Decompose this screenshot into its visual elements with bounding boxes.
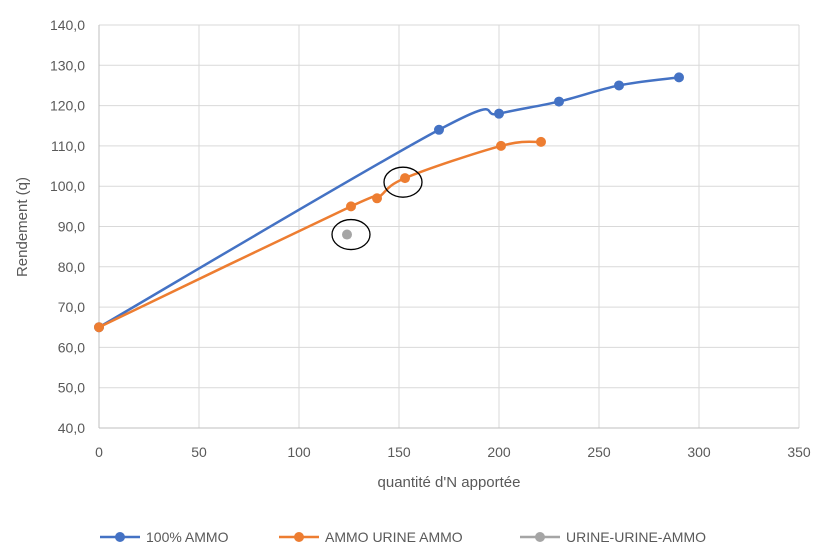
data-point [372,193,382,204]
data-point [342,229,352,240]
x-axis-title: quantité d'N apportée [378,474,521,491]
data-point [536,136,546,147]
y-tick-label: 130,0 [50,57,85,73]
legend-label: URINE-URINE-AMMO [566,529,706,545]
x-tick-label: 50 [191,444,207,460]
data-point [346,201,356,212]
y-tick-label: 40,0 [58,420,85,436]
legend-item: AMMO URINE AMMO [279,529,463,545]
data-point [614,80,624,91]
series-line [98,140,542,329]
data-point [400,173,410,184]
x-tick-label: 0 [95,444,103,460]
x-tick-label: 350 [787,444,811,460]
series-1 [94,72,684,333]
annotations [331,166,423,251]
legend-marker [294,532,304,542]
data-point [674,72,684,83]
x-tick-label: 150 [387,444,411,460]
legend-item: URINE-URINE-AMMO [520,529,706,545]
series-line [98,76,680,329]
series-lines [94,72,684,333]
legend: 100% AMMO AMMO URINE AMMO URINE-URINE-AMMO [100,529,706,545]
legend-label: 100% AMMO [146,529,229,545]
axes [98,25,799,429]
y-tick-label: 140,0 [50,17,85,33]
annotation-circle [331,218,371,251]
y-axis-title: Rendement (q) [14,177,31,277]
y-tick-label: 60,0 [58,339,85,355]
legend-marker [115,532,125,542]
tick-labels: 40,0 50,0 60,0 70,0 80,0 90,0 100,0 110,0 120,0 1… [50,17,811,460]
y-tick-label: 110,0 [51,138,85,154]
x-tick-label: 250 [587,444,611,460]
x-tick-label: 200 [487,444,511,460]
y-tick-label: 100,0 [50,178,85,194]
x-tick-label: 300 [687,444,711,460]
series-3 [342,229,352,240]
legend-item: 100% AMMO [100,529,229,545]
y-tick-label: 90,0 [58,219,85,235]
gridlines [99,24,800,428]
y-tick-label: 50,0 [58,380,85,396]
y-tick-label: 80,0 [58,259,85,275]
annotation-circle [383,166,423,198]
legend-marker [535,532,545,542]
data-point [494,108,504,119]
data-point [496,140,506,151]
series-2 [94,136,546,333]
data-point [434,124,444,135]
legend-label: AMMO URINE AMMO [325,529,463,545]
data-point [94,322,104,333]
x-tick-label: 100 [287,444,311,460]
data-point [554,96,564,107]
y-tick-label: 70,0 [58,299,85,315]
y-tick-label: 120,0 [50,98,85,114]
